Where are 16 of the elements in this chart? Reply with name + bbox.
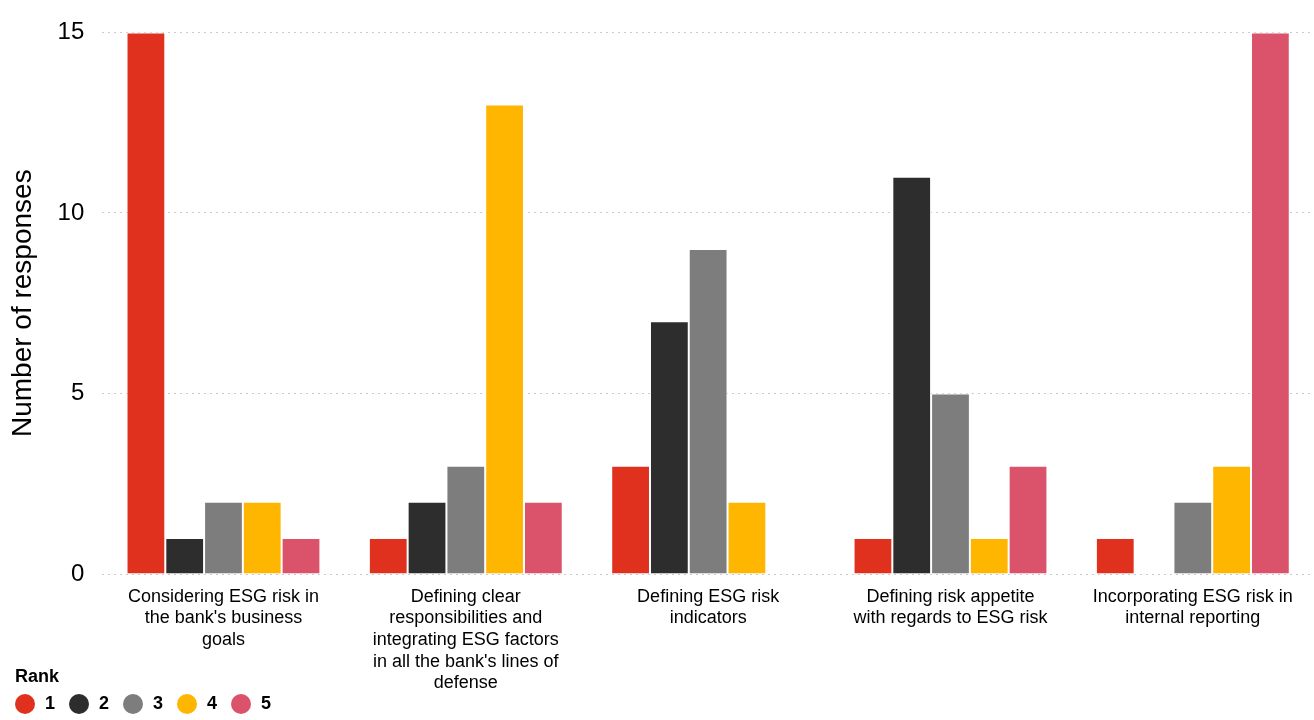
- x-tick-label: Incorporating ESG risk in internal reporting: [1092, 585, 1293, 628]
- legend-label: 3: [153, 693, 164, 714]
- y-tick-label: 15: [57, 17, 85, 45]
- legend-title: Rank: [15, 666, 60, 687]
- y-tick-label: 5: [70, 378, 85, 406]
- x-tick-label: Considering ESG risk in the bank's business goals: [127, 585, 319, 649]
- y-tick-label: 0: [70, 558, 85, 586]
- legend-label: 5: [261, 693, 272, 714]
- legend-label: 2: [99, 693, 110, 714]
- x-tick-label: Defining risk appetite with regards to ESG risk: [852, 585, 1049, 628]
- x-tick-label: Defining ESG risk indicators: [637, 585, 781, 628]
- y-tick-label: 10: [57, 197, 85, 225]
- legend-label: 1: [45, 693, 56, 714]
- legend-label: 4: [207, 693, 218, 714]
- x-tick-label: Defining clear responsibilities and integrating ESG factors in all the bank's lines of defense: [372, 585, 560, 693]
- y-axis-title: Number of responses: [5, 169, 37, 438]
